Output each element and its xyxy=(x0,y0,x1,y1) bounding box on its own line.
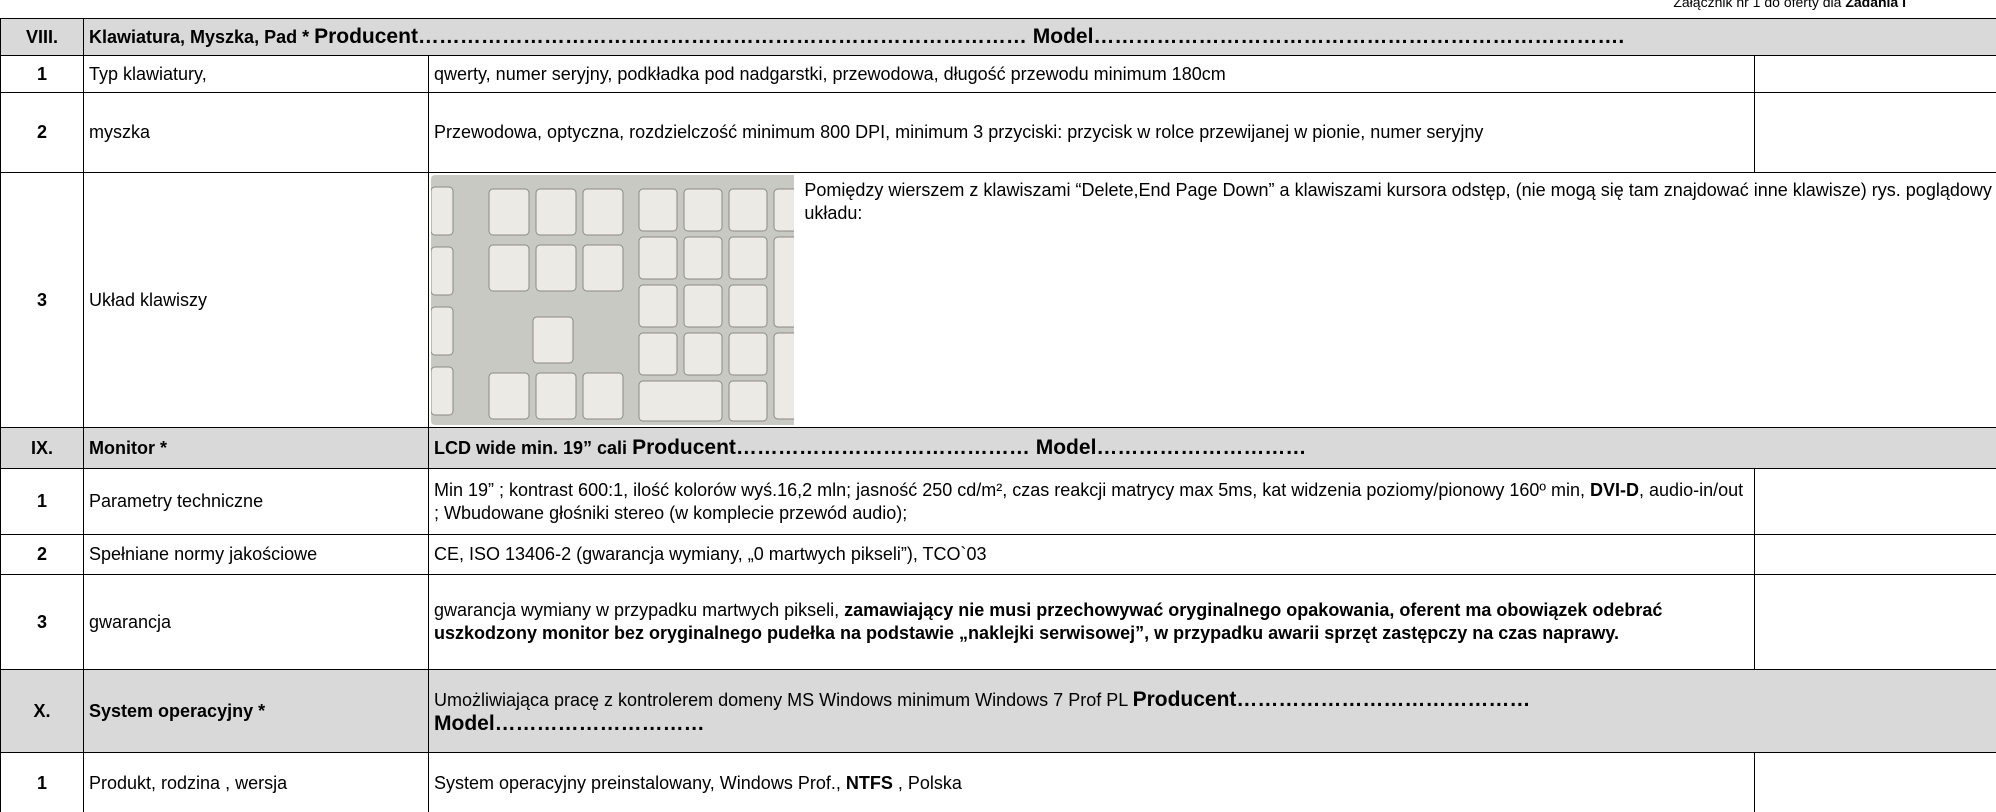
section-row: VIII. Klawiatura, Myszka, Pad * Producent… xyxy=(0,18,1996,56)
item-value xyxy=(1753,574,1996,670)
text-segment: Umożliwiająca pracę z kontrolerem domeny… xyxy=(434,689,1133,710)
text-segment: Zadania I xyxy=(1845,0,1906,10)
text-segment: gwarancja wymiany w przypadku martwych p… xyxy=(434,600,845,620)
item-row: 2 myszka Przewodowa, optyczna, rozdzielczo… xyxy=(0,92,1996,173)
illustration-wrap: Pomiędzy wierszem z klawiszami “Delete,E… xyxy=(431,175,1994,425)
item-number: 3 xyxy=(0,172,84,428)
item-number: 2 xyxy=(0,534,84,575)
section-number: X. xyxy=(0,669,84,753)
item-description: Pomiędzy wierszem z klawiszami “Delete,E… xyxy=(427,172,1996,428)
section-number: IX. xyxy=(0,427,84,469)
item-number: 3 xyxy=(0,574,84,670)
section-row: X. System operacyjny * Umożliwiająca pracę… xyxy=(0,669,1996,753)
text-segment: Przewodowa, optyczna, rozdzielczość mini… xyxy=(434,122,1484,142)
item-row: 1 Produkt, rodzina , wersja System operacy… xyxy=(0,752,1996,812)
item-row: 3 gwarancja gwarancja wymiany w przypadku … xyxy=(0,574,1996,670)
text-segment: Producent…………………………………………………………………………… M… xyxy=(314,25,1625,48)
header-note: Załącznik nr 1 do oferty dla Zadania I xyxy=(1673,0,1906,10)
text-segment: Producent…………………………………… Model………………………… xyxy=(632,436,1307,459)
item-description: System operacyjny preinstalowany, Window… xyxy=(428,752,1755,812)
text-segment: CE, ISO 13406-2 (gwarancja wymiany, „0 m… xyxy=(434,544,987,564)
item-description: Min 19” ; kontrast 600:1, ilość kolorów … xyxy=(428,468,1755,535)
section-heading: Umożliwiająca pracę z kontrolerem domeny… xyxy=(427,669,1996,753)
item-name: myszka xyxy=(83,92,429,173)
keyboard-illustration xyxy=(431,175,795,425)
item-value xyxy=(1753,752,1996,812)
item-number: 1 xyxy=(0,752,84,812)
text-segment: Model………………………… xyxy=(434,711,705,735)
item-row: 3 Układ klawiszy Pomiędzy wierszem z klawi… xyxy=(0,172,1996,428)
spec-table: VIII. Klawiatura, Myszka, Pad * Producent… xyxy=(0,18,1996,812)
text-segment: DVI-D xyxy=(1590,479,1640,500)
item-value xyxy=(1753,55,1996,93)
text-segment: Min 19” ; kontrast 600:1, ilość kolorów … xyxy=(434,479,1591,500)
section-heading: LCD wide min. 19” cali Producent……………………… xyxy=(427,427,1996,469)
item-name: Spełniane normy jakościowe xyxy=(83,534,429,575)
item-value xyxy=(1753,92,1996,173)
section-number: VIII. xyxy=(0,18,84,56)
text-segment: Klawiatura, Myszka, Pad * xyxy=(89,27,315,47)
item-name: Typ klawiatury, xyxy=(83,55,429,93)
text-segment: , Polska xyxy=(892,772,962,793)
item-name: Układ klawiszy xyxy=(83,172,429,428)
text-segment: , audio-in/out ; Wbudowane głośniki ster… xyxy=(434,479,1744,523)
text-segment: zamawiający nie musi przechowywać orygin… xyxy=(434,600,1663,643)
text-segment: LCD wide min. 19” cali xyxy=(434,438,633,458)
item-name: Parametry techniczne xyxy=(83,468,429,535)
text-segment: qwerty, numer seryjny, podkładka pod nad… xyxy=(434,63,1226,84)
text-segment: Pomiędzy wierszem z klawiszami “Delete,E… xyxy=(804,180,1992,223)
item-description: qwerty, numer seryjny, podkładka pod nad… xyxy=(428,55,1755,93)
text-segment: NTFS xyxy=(845,772,893,793)
item-description: Przewodowa, optyczna, rozdzielczość mini… xyxy=(428,92,1755,173)
text-segment: Producent…………………………………… xyxy=(1132,687,1531,711)
item-row: 2 Spełniane normy jakościowe CE, ISO 13406… xyxy=(0,534,1996,575)
description-text: Pomiędzy wierszem z klawiszami “Delete,E… xyxy=(804,175,1994,225)
item-value xyxy=(1753,468,1996,535)
item-row: 1 Parametry techniczne Min 19” ; kontrast … xyxy=(0,468,1996,535)
item-description: CE, ISO 13406-2 (gwarancja wymiany, „0 m… xyxy=(428,534,1755,575)
item-row: 1 Typ klawiatury, qwerty, numer seryjny, p… xyxy=(0,55,1996,93)
item-name: gwarancja xyxy=(83,574,429,670)
section-name: System operacyjny * xyxy=(83,669,429,753)
item-name: Produkt, rodzina , wersja xyxy=(83,752,429,812)
text-segment: System operacyjny preinstalowany, Window… xyxy=(434,772,846,793)
item-number: 2 xyxy=(0,92,84,173)
item-number: 1 xyxy=(0,55,84,93)
item-number: 1 xyxy=(0,468,84,535)
item-description: gwarancja wymiany w przypadku martwych p… xyxy=(428,574,1755,670)
section-row: IX. Monitor * LCD wide min. 19” cali Produ… xyxy=(0,427,1996,469)
section-heading: Klawiatura, Myszka, Pad * Producent……………… xyxy=(82,18,1996,56)
section-name: Monitor * xyxy=(83,427,429,469)
item-value xyxy=(1753,534,1996,575)
text-segment: Załącznik nr 1 do oferty dla xyxy=(1673,0,1846,10)
